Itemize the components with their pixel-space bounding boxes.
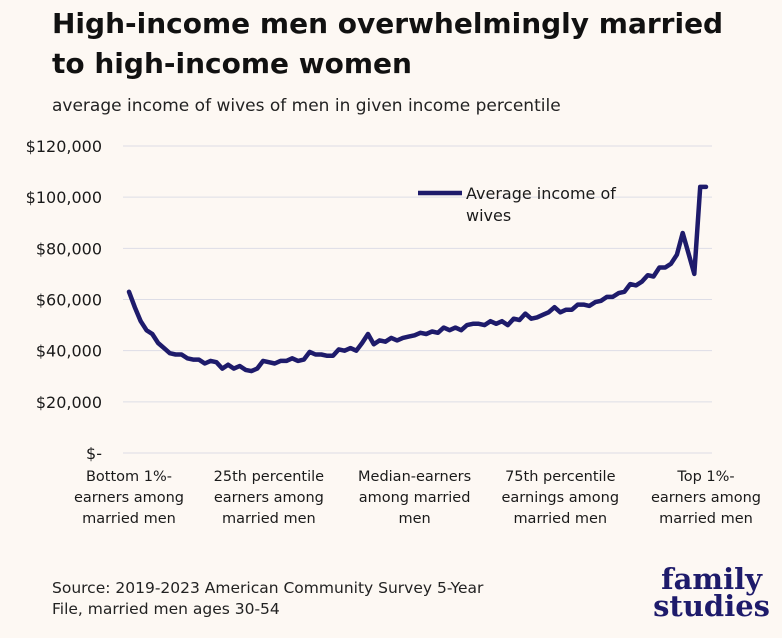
x-tick-label: earners among (214, 490, 324, 506)
family-studies-logo: family studies (653, 562, 770, 623)
x-tick-label: earners among (651, 490, 761, 506)
y-tick-label: $120,000 (26, 137, 102, 156)
x-tick-label: 75th percentile (505, 469, 616, 485)
series-line-average-income-of-wives (126, 184, 709, 374)
y-tick-label: $100,000 (26, 188, 102, 207)
x-tick-label: married men (513, 511, 607, 527)
y-tick-label: $20,000 (36, 393, 102, 412)
x-tick-label: earners among (74, 490, 184, 506)
chart-title: High-income men overwhelmingly married t… (52, 7, 724, 80)
x-tick-label: married men (222, 511, 316, 527)
source-line-2: File, married men ages 30-54 (52, 600, 280, 618)
y-tick-label: $- (86, 444, 102, 463)
y-tick-label: $60,000 (36, 291, 102, 310)
y-tick-label: $80,000 (36, 239, 102, 258)
x-tick-label: married men (659, 511, 753, 527)
source-line-1: Source: 2019-2023 American Community Sur… (52, 579, 484, 597)
legend-label: wives (466, 206, 511, 225)
x-tick-label: 25th percentile (214, 469, 325, 485)
logo-line-1: family (661, 562, 762, 596)
x-tick-label: married men (82, 511, 176, 527)
x-tick-label: men (398, 511, 430, 527)
logo-line-2: studies (653, 589, 770, 623)
line-chart: $- $20,000 $40,000 $60,000 $80,000 $100,000 $1… (26, 137, 761, 527)
chart-subtitle: average income of wives of men in given … (52, 96, 561, 116)
x-tick-label: among married (359, 490, 471, 506)
x-tick-label: earnings among (502, 490, 620, 506)
x-tick-label: Top 1%- (676, 469, 734, 485)
y-tick-label: $40,000 (36, 342, 102, 361)
legend-label: Average income of (466, 184, 616, 203)
source-note: Source: 2019-2023 American Community Sur… (52, 578, 483, 620)
x-tick-label: Bottom 1%- (86, 469, 172, 485)
x-tick-label: Median-earners (358, 469, 471, 485)
